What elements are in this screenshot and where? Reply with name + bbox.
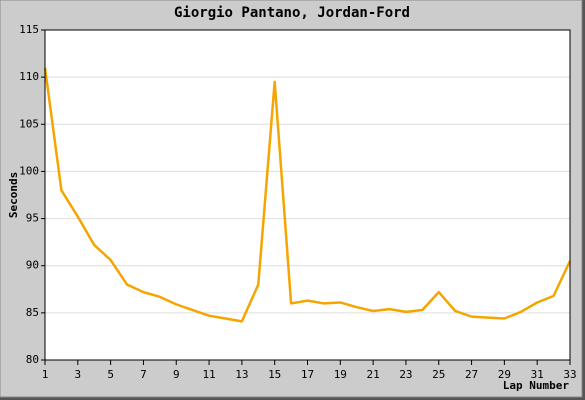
y-tick-label: 110 (19, 70, 39, 83)
y-tick-label: 105 (19, 117, 39, 130)
data-line (43, 67, 572, 323)
x-tick-label: 33 (563, 368, 576, 381)
y-tick-label: 80 (26, 353, 39, 366)
x-tick-label: 9 (173, 368, 180, 381)
x-tick-label: 1 (42, 368, 49, 381)
y-tick-label: 115 (19, 23, 39, 36)
x-tick-label: 23 (399, 368, 412, 381)
x-tick-label: 13 (235, 368, 248, 381)
x-tick-label: 5 (107, 368, 114, 381)
x-tick-label: 11 (202, 368, 215, 381)
x-tick-label: 31 (531, 368, 544, 381)
x-tick-label: 29 (498, 368, 511, 381)
x-tick-label: 15 (268, 368, 281, 381)
plot-border (44, 29, 571, 361)
x-tick-label: 27 (465, 368, 478, 381)
x-tick-label: 21 (367, 368, 380, 381)
y-axis-label: Seconds (7, 172, 20, 218)
y-tick-label: 95 (26, 212, 39, 225)
y-tick-label: 85 (26, 306, 39, 319)
x-tick-label: 25 (432, 368, 445, 381)
y-tick-label: 100 (19, 164, 39, 177)
x-tick-label: 7 (140, 368, 147, 381)
x-tick-label: 3 (75, 368, 82, 381)
chart-title: Giorgio Pantano, Jordan-Ford (174, 5, 410, 21)
x-axis-label: Lap Number (503, 379, 570, 392)
y-tick-label: 90 (26, 259, 39, 272)
x-tick-label: 19 (334, 368, 347, 381)
x-tick-label: 17 (301, 368, 314, 381)
plot-area (45, 30, 570, 360)
